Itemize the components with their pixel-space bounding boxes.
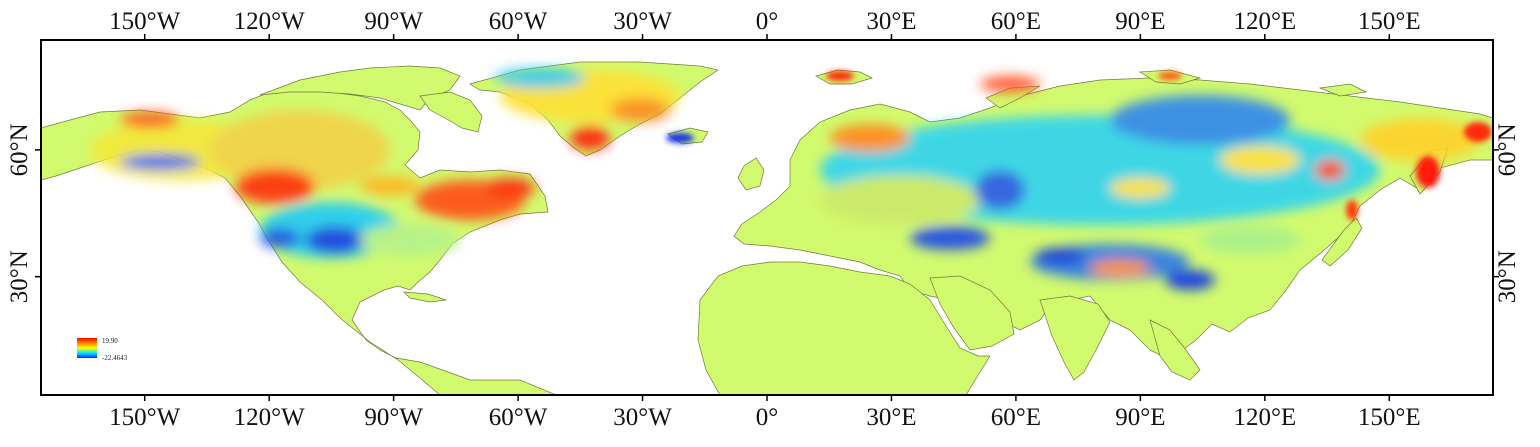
lon-label-top: 30°W (613, 8, 672, 35)
lon-label-bottom: 60°E (991, 404, 1041, 431)
anomaly-blob (1200, 226, 1300, 254)
southeast-asia (1149, 319, 1201, 381)
anomaly-blob (1110, 178, 1170, 198)
anomaly-blob (210, 110, 390, 190)
anomaly-blob (485, 178, 535, 198)
anomaly-blob (1090, 260, 1150, 276)
lon-label-top: 120°E (1233, 8, 1296, 35)
anomaly-blob (830, 124, 910, 152)
lon-label-top: 90°W (364, 8, 423, 35)
hotspot (1158, 72, 1182, 80)
lon-label-top: 0° (756, 8, 779, 35)
anomaly-blob (360, 176, 420, 196)
anomaly-blob (1360, 118, 1480, 162)
baffin-island (419, 91, 483, 133)
anomaly-blob (910, 226, 990, 250)
lon-label-bottom: 120°W (234, 404, 305, 431)
map-land (41, 61, 1493, 395)
anomaly-blob (570, 126, 610, 150)
british-isles (737, 157, 765, 191)
anomaly-blob (1220, 146, 1300, 174)
lon-label-bottom: 30°E (866, 404, 916, 431)
legend-max-label: 19.90 (102, 337, 118, 345)
anomaly-blob (975, 170, 1025, 210)
axis-labels: 150°W 150°W 120°W 120°W 90°W 90°W 60°W 60°W 30°W… (6, 8, 1521, 431)
indian-subcontinent (1039, 295, 1111, 381)
colorbar-legend: 19.90 -22.4643 (77, 337, 128, 362)
lat-label-left: 60°N (6, 123, 33, 176)
hotspot (826, 71, 854, 81)
legend-min-label: -22.4643 (102, 354, 128, 362)
lon-label-bottom: 90°W (364, 404, 423, 431)
lon-label-bottom: 60°W (489, 404, 548, 431)
lon-label-top: 120°W (234, 8, 305, 35)
anomaly-blob (820, 175, 980, 225)
anomaly-blob (360, 224, 460, 256)
lon-label-top: 30°E (866, 8, 916, 35)
lat-label-right: 60°N (1494, 123, 1521, 176)
anomaly-blob (1165, 270, 1215, 290)
anomaly-blob (235, 168, 315, 204)
anomaly-blob (980, 76, 1040, 92)
hotspot (666, 133, 694, 143)
new-siberian-islands (1318, 83, 1368, 97)
lon-label-top: 60°E (991, 8, 1041, 35)
lon-label-top: 150°E (1358, 8, 1421, 35)
lon-label-top: 60°W (489, 8, 548, 35)
hotspot (1416, 156, 1440, 188)
lon-label-bottom: 150°E (1358, 404, 1421, 431)
lat-label-left: 30°N (6, 250, 33, 303)
anomaly-hotspots (666, 71, 1492, 220)
cuba (403, 291, 447, 303)
lon-label-bottom: 120°E (1233, 404, 1296, 431)
lon-label-bottom: 30°W (613, 404, 672, 431)
anomaly-blob (1315, 160, 1345, 180)
anomaly-blob (495, 68, 585, 88)
hotspot (1346, 200, 1358, 220)
lon-label-bottom: 90°E (1115, 404, 1165, 431)
africa (697, 261, 991, 395)
arabian-peninsula (929, 275, 1015, 351)
anomaly-blob (260, 228, 300, 248)
anomaly-field (90, 68, 1480, 290)
anomaly-blob (1035, 248, 1085, 264)
lon-label-top: 90°E (1115, 8, 1165, 35)
lon-label-bottom: 150°W (109, 404, 180, 431)
anomaly-blob (120, 154, 200, 170)
colorbar (77, 338, 97, 358)
hotspot (1464, 122, 1492, 142)
japan (1321, 217, 1363, 267)
anomaly-blob (305, 226, 365, 254)
axis-ticks (35, 34, 1499, 401)
anomaly-blob (120, 112, 180, 128)
anomaly-blob (1110, 95, 1290, 145)
anomaly-blob (610, 98, 670, 122)
lon-label-top: 150°W (109, 8, 180, 35)
lon-label-bottom: 0° (756, 404, 779, 431)
lat-label-right: 30°N (1494, 250, 1521, 303)
